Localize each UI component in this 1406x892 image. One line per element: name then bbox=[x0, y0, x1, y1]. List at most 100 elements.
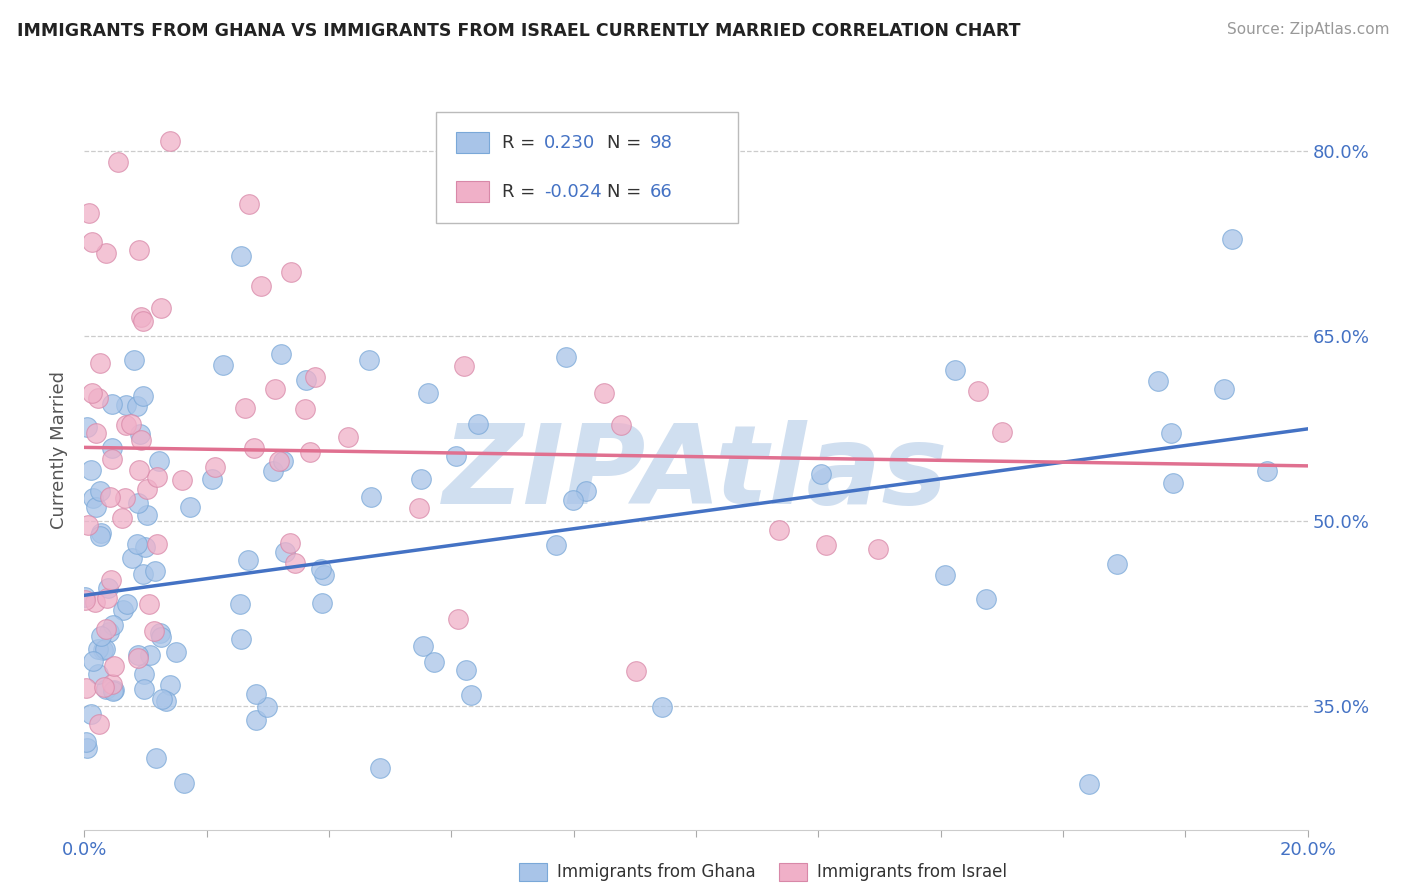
Point bbox=[1107, 558, 1129, 572]
Point bbox=[89, 484, 111, 499]
Point bbox=[204, 460, 226, 475]
Point bbox=[368, 761, 391, 775]
Point bbox=[103, 684, 125, 698]
Point bbox=[80, 463, 103, 477]
Point bbox=[136, 508, 159, 522]
Point bbox=[87, 666, 110, 681]
Point bbox=[138, 597, 160, 611]
Text: Immigrants from Israel: Immigrants from Israel bbox=[817, 863, 1007, 881]
Point bbox=[114, 491, 136, 505]
Point bbox=[91, 642, 114, 657]
Point bbox=[228, 597, 250, 611]
Point bbox=[148, 454, 170, 468]
Point bbox=[360, 491, 382, 505]
Point bbox=[101, 397, 124, 411]
Point bbox=[139, 648, 162, 662]
Point bbox=[651, 700, 673, 714]
Point bbox=[146, 470, 169, 484]
Point bbox=[294, 401, 316, 416]
Point bbox=[145, 750, 167, 764]
Point bbox=[454, 664, 477, 678]
Point bbox=[117, 597, 139, 611]
Point bbox=[121, 550, 143, 565]
Point bbox=[80, 706, 103, 721]
Point bbox=[86, 391, 108, 405]
Point bbox=[593, 385, 616, 400]
Point bbox=[82, 491, 104, 505]
Point bbox=[423, 655, 446, 669]
Point bbox=[150, 692, 173, 706]
Text: R =: R = bbox=[502, 183, 536, 201]
Point bbox=[555, 350, 578, 364]
Point bbox=[101, 441, 124, 455]
Point bbox=[103, 659, 125, 673]
Point bbox=[82, 654, 104, 668]
Point bbox=[134, 540, 156, 554]
Point bbox=[145, 537, 167, 551]
Text: 0.230: 0.230 bbox=[544, 134, 595, 152]
Point bbox=[96, 681, 118, 696]
Point bbox=[127, 496, 149, 510]
Point bbox=[250, 279, 273, 293]
Text: 66: 66 bbox=[650, 183, 672, 201]
Point bbox=[624, 664, 647, 678]
Point bbox=[129, 310, 152, 324]
Point bbox=[271, 454, 294, 468]
Point bbox=[75, 734, 97, 748]
Point bbox=[298, 445, 321, 459]
Point bbox=[1256, 464, 1278, 478]
Point bbox=[159, 134, 181, 148]
Point bbox=[245, 687, 267, 701]
Point bbox=[87, 717, 110, 731]
Point bbox=[115, 417, 138, 432]
Point bbox=[134, 681, 156, 696]
Point bbox=[815, 538, 838, 552]
Point bbox=[295, 373, 318, 387]
Point bbox=[460, 688, 482, 702]
Point bbox=[233, 401, 256, 416]
Point bbox=[610, 418, 633, 433]
Point bbox=[312, 568, 335, 582]
Point bbox=[273, 545, 295, 559]
Point bbox=[90, 526, 112, 541]
Point bbox=[115, 398, 138, 412]
Point bbox=[112, 602, 135, 616]
Point bbox=[94, 622, 117, 636]
Y-axis label: Currently Married: Currently Married bbox=[51, 371, 69, 530]
Point bbox=[412, 639, 434, 653]
Point bbox=[86, 425, 108, 440]
Point bbox=[143, 565, 166, 579]
Point bbox=[76, 517, 98, 532]
Text: -0.024: -0.024 bbox=[544, 183, 602, 201]
Point bbox=[100, 677, 122, 691]
Point bbox=[1077, 777, 1099, 791]
Point bbox=[1220, 232, 1243, 246]
Point bbox=[418, 386, 440, 401]
Point bbox=[304, 370, 326, 384]
Point bbox=[447, 612, 470, 626]
Point bbox=[93, 680, 115, 694]
Point bbox=[267, 453, 290, 467]
Point bbox=[453, 359, 475, 373]
Point bbox=[311, 596, 333, 610]
Point bbox=[101, 451, 124, 466]
Point bbox=[409, 472, 432, 486]
Point bbox=[101, 618, 124, 632]
Text: Immigrants from Ghana: Immigrants from Ghana bbox=[557, 863, 755, 881]
Point bbox=[127, 399, 149, 413]
Point bbox=[127, 650, 149, 665]
Point bbox=[943, 363, 966, 377]
Point bbox=[96, 591, 118, 606]
Point bbox=[132, 666, 155, 681]
Point bbox=[1213, 382, 1236, 396]
Point bbox=[172, 474, 194, 488]
Point bbox=[444, 449, 467, 463]
Point bbox=[179, 500, 201, 515]
Point bbox=[238, 553, 260, 567]
Point bbox=[575, 483, 598, 498]
Point bbox=[810, 467, 832, 481]
Point bbox=[231, 632, 253, 646]
Point bbox=[100, 573, 122, 587]
Point bbox=[1160, 425, 1182, 440]
Point bbox=[94, 246, 117, 260]
